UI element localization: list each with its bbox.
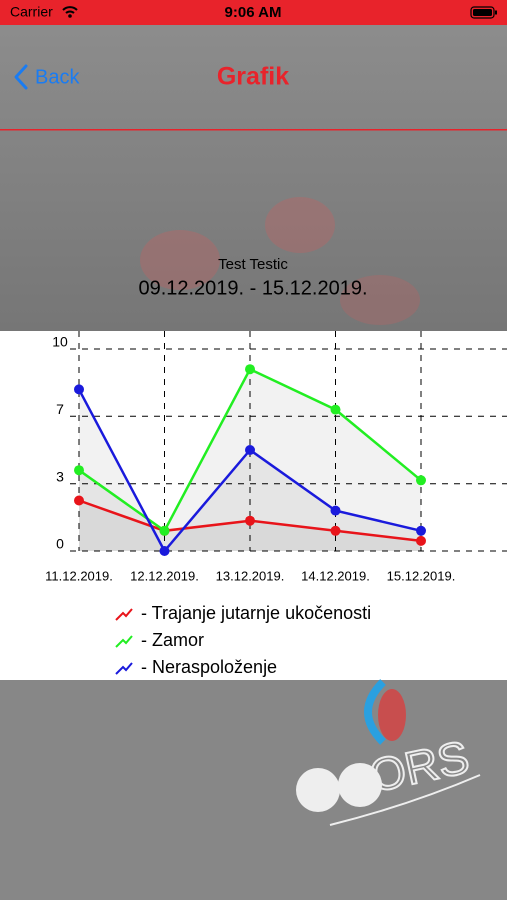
wifi-icon bbox=[62, 6, 78, 14]
patient-name: Test Testic bbox=[218, 256, 288, 273]
legend-label: - Zamor bbox=[141, 630, 204, 650]
legend-icon bbox=[115, 635, 133, 648]
legend-label: - Trajanje jutarnje ukočenosti bbox=[141, 603, 371, 623]
data-point bbox=[245, 445, 255, 455]
x-tick-label: 14.12.2019. bbox=[301, 568, 370, 583]
y-tick-label: 7 bbox=[56, 401, 64, 417]
data-point bbox=[159, 525, 170, 536]
period: 09.12.2019. - 15.12.2019. bbox=[138, 277, 367, 299]
x-tick-label: 15.12.2019. bbox=[387, 568, 456, 583]
series-area bbox=[79, 500, 421, 551]
series-area bbox=[79, 369, 421, 551]
data-point bbox=[74, 384, 84, 395]
x-tick-label: 11.12.2019. bbox=[45, 568, 113, 583]
nav-title: Grafik bbox=[217, 63, 289, 91]
background-glow bbox=[140, 230, 220, 290]
clock: 9:06 AM bbox=[225, 4, 282, 21]
back-chevron[interactable] bbox=[14, 64, 28, 90]
data-point bbox=[159, 546, 170, 556]
x-tick-label: 13.12.2019. bbox=[216, 568, 285, 583]
x-tick-label: 12.12.2019. bbox=[130, 568, 199, 583]
battery-icon bbox=[470, 6, 495, 19]
logo-circle bbox=[338, 763, 382, 807]
logo-shape bbox=[378, 689, 406, 741]
background-bottom bbox=[0, 680, 507, 900]
legend-icon bbox=[115, 608, 133, 621]
background-top bbox=[0, 0, 507, 331]
carrier: Carrier bbox=[10, 4, 53, 20]
background-glow bbox=[340, 275, 420, 325]
chart-panel bbox=[0, 331, 507, 680]
nav-divider bbox=[0, 129, 507, 131]
y-tick-label: 10 bbox=[52, 334, 68, 350]
background-glow bbox=[265, 197, 335, 253]
data-point bbox=[330, 525, 341, 536]
legend-label: - Neraspoloženje bbox=[141, 657, 277, 677]
data-point bbox=[245, 364, 255, 375]
battery-icon bbox=[495, 10, 497, 15]
data-point bbox=[416, 525, 426, 536]
back-button[interactable]: Back bbox=[35, 66, 80, 88]
battery-icon bbox=[473, 9, 492, 16]
y-tick-label: 3 bbox=[56, 468, 64, 484]
data-point bbox=[245, 515, 255, 526]
wifi-icon bbox=[68, 14, 72, 18]
data-point bbox=[330, 404, 341, 415]
logo-circle bbox=[296, 768, 340, 812]
chart: 0 3 7 10 11.12.2019. 12.12.2019. 13.12.2019. 14… bbox=[45, 331, 507, 677]
data-point bbox=[416, 475, 426, 486]
legend-icon bbox=[115, 662, 133, 675]
logo-shape bbox=[364, 679, 386, 745]
data-point bbox=[330, 505, 341, 516]
y-tick-label: 0 bbox=[56, 536, 64, 552]
logo-swoosh bbox=[329, 774, 481, 826]
status-bar bbox=[0, 0, 507, 25]
data-point bbox=[416, 535, 426, 546]
data-point bbox=[74, 465, 84, 476]
data-point bbox=[74, 495, 84, 506]
